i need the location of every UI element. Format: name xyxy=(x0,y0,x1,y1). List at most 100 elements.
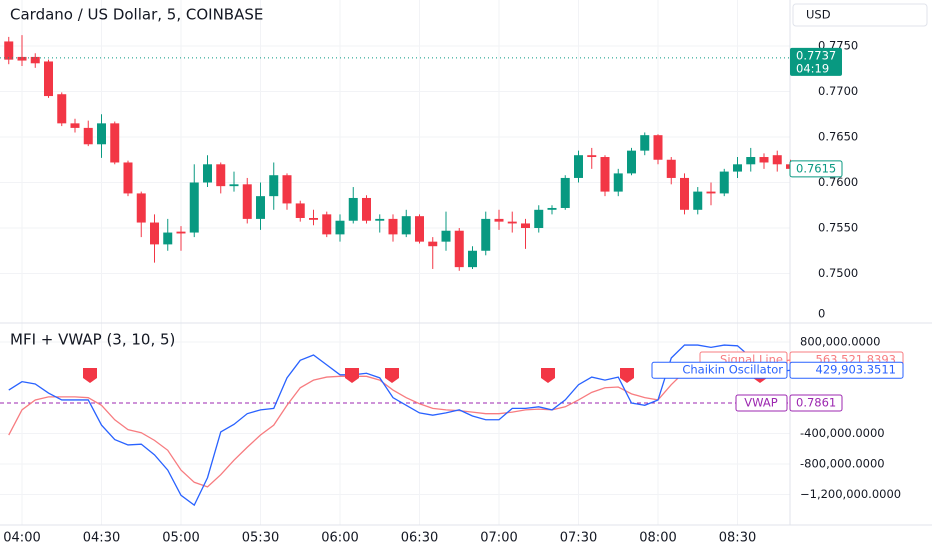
x-tick-label: 07:30 xyxy=(560,531,597,546)
candle-body xyxy=(256,196,265,219)
candle-body xyxy=(375,218,385,221)
candle-body xyxy=(481,218,491,251)
candle-body xyxy=(640,135,650,151)
candle-body xyxy=(653,135,663,160)
candle-body xyxy=(401,216,411,235)
y-tick-label: 0.7600 xyxy=(818,175,858,189)
x-tick-label: 08:30 xyxy=(719,531,756,546)
candle-body xyxy=(176,231,186,234)
candle-body xyxy=(746,157,756,165)
x-tick-label: 04:30 xyxy=(83,531,120,546)
candle-body xyxy=(44,61,53,97)
vwap-value-box xyxy=(789,394,843,412)
candle-body xyxy=(322,214,332,235)
candle-body xyxy=(680,177,689,210)
candle-body xyxy=(534,209,544,228)
candle-body xyxy=(587,155,597,158)
candle-body xyxy=(454,230,464,268)
currency-label[interactable]: USD xyxy=(806,8,831,22)
candle-body xyxy=(189,182,199,233)
candle-body xyxy=(136,193,146,223)
candle-body xyxy=(468,250,477,268)
candle-body xyxy=(600,157,610,192)
candle-body xyxy=(123,162,133,194)
x-tick-label: 06:00 xyxy=(321,531,358,546)
candle-body xyxy=(428,241,438,247)
y-tick-label: 0.7700 xyxy=(818,84,858,98)
price-label: 0.7737 xyxy=(796,48,836,62)
pane-scale-tick: 0 xyxy=(818,307,825,321)
value-label: 429,903.3511 xyxy=(816,363,896,377)
candle-body xyxy=(666,159,676,178)
x-tick-label: 08:00 xyxy=(639,531,676,546)
y-tick-label: -800,000.0000 xyxy=(800,457,885,471)
y-tick-label: 0.7500 xyxy=(818,266,858,280)
candle-body xyxy=(216,164,226,187)
vwap-name: VWAP xyxy=(744,396,777,410)
x-tick-label: 05:00 xyxy=(162,531,199,546)
y-tick-label: 0.7650 xyxy=(818,130,858,144)
candle-body xyxy=(17,56,27,61)
signal-marker xyxy=(385,368,399,383)
candle-body xyxy=(295,203,305,218)
candle-body xyxy=(494,218,504,222)
candle-body xyxy=(733,164,742,172)
candle-body xyxy=(706,191,716,194)
candle-body xyxy=(282,175,292,204)
candle-body xyxy=(97,123,106,145)
marks xyxy=(0,35,795,507)
chart-title: Cardano / US Dollar, 5, COINBASE xyxy=(10,6,263,24)
signal-marker xyxy=(541,368,555,383)
candle-body xyxy=(150,222,159,245)
legend-name: Chaikin Oscillator xyxy=(682,363,783,377)
candle-body xyxy=(719,171,729,194)
x-tick-label: 05:30 xyxy=(242,531,279,546)
candle-body xyxy=(772,155,782,165)
y-tick-label: 800,000.0000 xyxy=(800,335,880,349)
candle-body xyxy=(613,173,623,192)
candle-body xyxy=(110,123,120,163)
signal-marker xyxy=(620,368,634,383)
currency-button[interactable] xyxy=(792,3,928,27)
candle-body xyxy=(507,221,517,224)
candle-body xyxy=(30,56,40,64)
x-tick-label: 06:30 xyxy=(401,531,438,546)
last-price-label: 0.7615 xyxy=(796,161,836,175)
candle-body xyxy=(415,216,424,242)
candle-body xyxy=(441,230,451,242)
labels: 04:00 04:30 05:00 05:30 06:00 06:30 07:00 07:30… xyxy=(3,39,904,546)
candle-body xyxy=(693,191,703,210)
indicator-title: MFI + VWAP (3, 10, 5) xyxy=(10,331,175,349)
candle-body xyxy=(574,155,583,178)
vwap-value: 0.7861 xyxy=(796,396,836,410)
candle-body xyxy=(242,184,252,219)
candle-body xyxy=(348,197,358,221)
y-tick-label: -400,000.0000 xyxy=(800,426,885,440)
series-line xyxy=(8,344,791,507)
candle-body xyxy=(163,232,173,245)
price-label-box xyxy=(790,47,842,76)
last-price-box xyxy=(789,160,843,178)
signal-markers xyxy=(83,368,767,383)
signal-marker xyxy=(83,368,97,383)
candle-body xyxy=(57,94,67,124)
y-tick-label: 0.7550 xyxy=(818,221,858,235)
series-line xyxy=(8,354,791,488)
y-tick-label: −1,200,000.0000 xyxy=(800,487,901,501)
value-label-box xyxy=(789,361,904,379)
candle-body xyxy=(388,218,398,235)
candle-body xyxy=(759,157,769,163)
grid xyxy=(0,0,790,525)
candle-body xyxy=(309,217,318,220)
candle-body xyxy=(521,223,530,228)
candle-body xyxy=(83,127,93,145)
candle-body xyxy=(203,164,212,183)
candle-body xyxy=(70,123,80,128)
candle-body xyxy=(4,41,14,60)
countdown-label: 04:19 xyxy=(796,61,829,75)
vwap-name-box xyxy=(735,394,788,412)
candle-body xyxy=(547,207,557,210)
candle-body xyxy=(362,197,371,221)
